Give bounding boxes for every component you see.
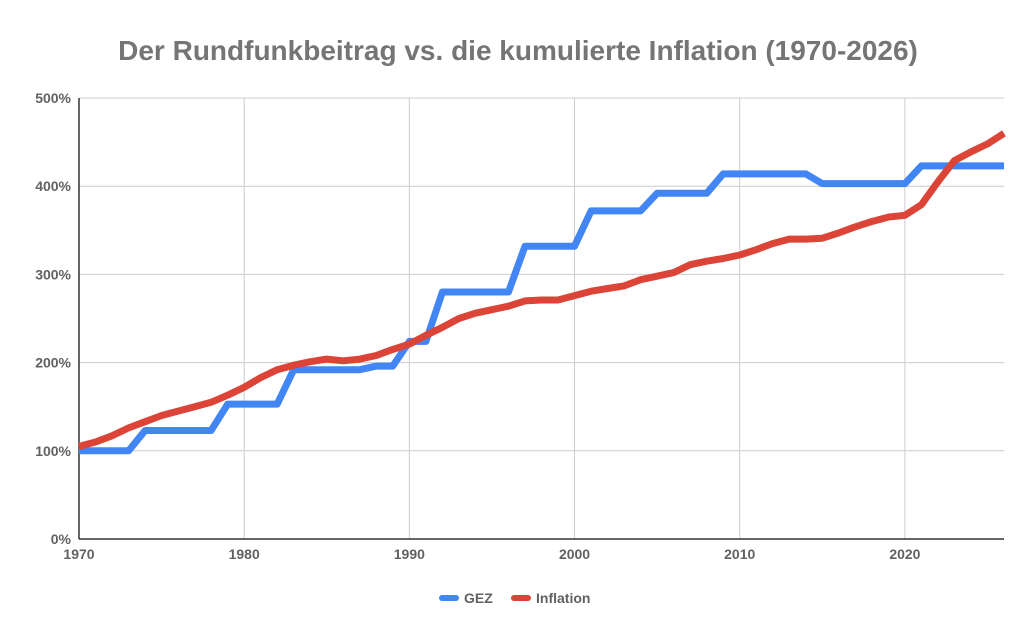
x-tick-label: 2010 xyxy=(724,546,755,562)
x-tick-label: 2020 xyxy=(889,546,920,562)
legend-label-gez: GEZ xyxy=(464,590,493,606)
chart-title: Der Rundfunkbeitrag vs. die kumulierte I… xyxy=(118,35,918,66)
legend: GEZ Inflation xyxy=(439,590,590,606)
x-tick-label: 1970 xyxy=(63,546,94,562)
x-tick-label: 1990 xyxy=(394,546,425,562)
y-tick-label: 0% xyxy=(51,531,72,547)
y-tick-label: 500% xyxy=(35,90,71,106)
axes: 0% 100% 200% 300% 400% 500% 1970 1980 1990 2000 20… xyxy=(35,90,1004,562)
series-line-gez xyxy=(79,162,1004,455)
series-lines xyxy=(78,130,1006,455)
y-tick-label: 200% xyxy=(35,355,71,371)
y-tick-label: 100% xyxy=(35,443,71,459)
x-tick-label: 2000 xyxy=(559,546,590,562)
grid-lines xyxy=(79,97,1004,539)
x-tick-label: 1980 xyxy=(229,546,260,562)
y-tick-label: 300% xyxy=(35,266,71,282)
series-line-inflation xyxy=(78,130,1006,450)
y-tick-label: 400% xyxy=(35,178,71,194)
legend-label-inflation: Inflation xyxy=(536,590,590,606)
